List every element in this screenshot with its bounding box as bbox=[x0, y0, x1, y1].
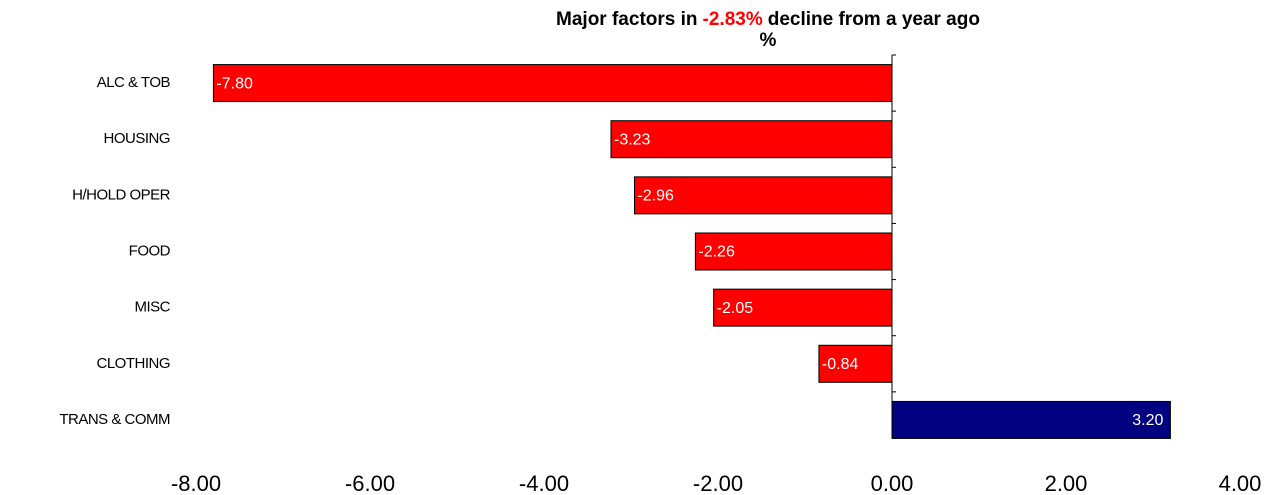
x-tick-label: -4.00 bbox=[519, 471, 569, 495]
category-label: FOOD bbox=[129, 242, 171, 259]
x-tick-label: -6.00 bbox=[345, 471, 395, 495]
value-label: 3.20 bbox=[1132, 412, 1163, 429]
bar bbox=[694, 232, 893, 271]
bar bbox=[891, 400, 1171, 439]
bar bbox=[713, 288, 893, 327]
value-label: -3.23 bbox=[614, 131, 651, 148]
bar bbox=[633, 176, 893, 215]
category-label: TRANS & COMM bbox=[59, 411, 170, 428]
category-label: MISC bbox=[135, 299, 171, 316]
x-tick-label: 4.00 bbox=[1219, 471, 1262, 495]
value-label: -0.84 bbox=[822, 356, 859, 373]
chart-title: Major factors in -2.83% decline from a yea… bbox=[556, 9, 980, 30]
title-part: -2.83% bbox=[703, 9, 763, 30]
value-label: -2.05 bbox=[717, 300, 754, 317]
title-part: decline from a year ago bbox=[768, 9, 980, 30]
x-tick-label: 2.00 bbox=[1045, 471, 1088, 495]
x-tick-label: -8.00 bbox=[171, 471, 221, 495]
category-label: HOUSING bbox=[103, 130, 170, 147]
x-tick-label: 0.00 bbox=[871, 471, 914, 495]
bar bbox=[610, 120, 893, 159]
title-part: Major factors in bbox=[556, 9, 697, 30]
category-label: ALC & TOB bbox=[97, 74, 171, 91]
category-label: H/HOLD OPER bbox=[72, 186, 171, 203]
x-tick-label: -2.00 bbox=[693, 471, 743, 495]
bar bbox=[212, 64, 893, 103]
value-label: -2.26 bbox=[698, 244, 735, 261]
category-label: CLOTHING bbox=[96, 355, 170, 372]
chart-subtitle: % bbox=[760, 30, 777, 51]
value-label: -7.80 bbox=[216, 75, 253, 92]
value-label: -2.96 bbox=[637, 188, 674, 205]
